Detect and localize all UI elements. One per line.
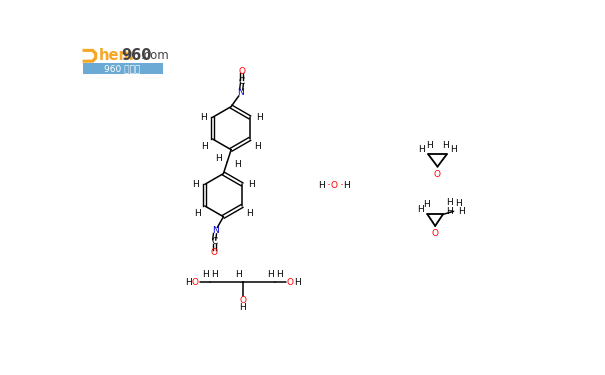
Text: H: H xyxy=(455,199,462,208)
Polygon shape xyxy=(82,49,97,63)
Text: N: N xyxy=(237,88,244,97)
Text: H: H xyxy=(418,145,425,154)
Text: H: H xyxy=(254,142,261,151)
Text: hem: hem xyxy=(99,48,134,63)
Text: H: H xyxy=(256,113,263,122)
Text: H: H xyxy=(212,270,218,279)
Text: H: H xyxy=(235,270,242,279)
Text: H: H xyxy=(234,160,241,169)
Text: O: O xyxy=(238,67,246,76)
Text: H: H xyxy=(267,270,274,279)
Text: O: O xyxy=(239,296,246,305)
Text: 960 化工网: 960 化工网 xyxy=(105,64,141,74)
Text: C: C xyxy=(211,237,217,246)
Text: H: H xyxy=(446,198,453,207)
Text: O: O xyxy=(434,170,441,179)
Text: H: H xyxy=(248,180,255,189)
Text: ·: · xyxy=(327,179,331,192)
Text: 960: 960 xyxy=(121,48,151,63)
Text: H: H xyxy=(185,278,191,286)
Text: O: O xyxy=(287,278,294,286)
Text: H: H xyxy=(294,278,301,286)
Text: H: H xyxy=(201,142,208,151)
Text: N: N xyxy=(212,226,219,235)
Text: C: C xyxy=(239,78,245,87)
Text: ·: · xyxy=(339,179,343,192)
Text: .com: .com xyxy=(141,48,170,62)
Text: H: H xyxy=(194,209,200,218)
Text: H: H xyxy=(426,141,433,150)
Text: H: H xyxy=(417,204,424,213)
Text: H: H xyxy=(192,180,199,189)
Text: H: H xyxy=(446,207,453,216)
FancyBboxPatch shape xyxy=(82,63,163,74)
Text: H: H xyxy=(458,207,465,216)
Text: H: H xyxy=(343,182,350,190)
Text: O: O xyxy=(211,248,218,256)
Text: H: H xyxy=(276,270,283,279)
Text: H: H xyxy=(450,145,457,154)
Text: H: H xyxy=(443,141,450,150)
Text: H: H xyxy=(240,303,246,312)
Text: O: O xyxy=(432,229,439,238)
Text: O: O xyxy=(191,278,198,286)
Text: H: H xyxy=(202,270,209,279)
Text: H: H xyxy=(215,154,222,163)
Text: O: O xyxy=(331,182,338,190)
Text: H: H xyxy=(424,200,430,209)
Text: H: H xyxy=(319,182,325,190)
Text: H: H xyxy=(246,209,253,218)
Text: H: H xyxy=(200,113,206,122)
